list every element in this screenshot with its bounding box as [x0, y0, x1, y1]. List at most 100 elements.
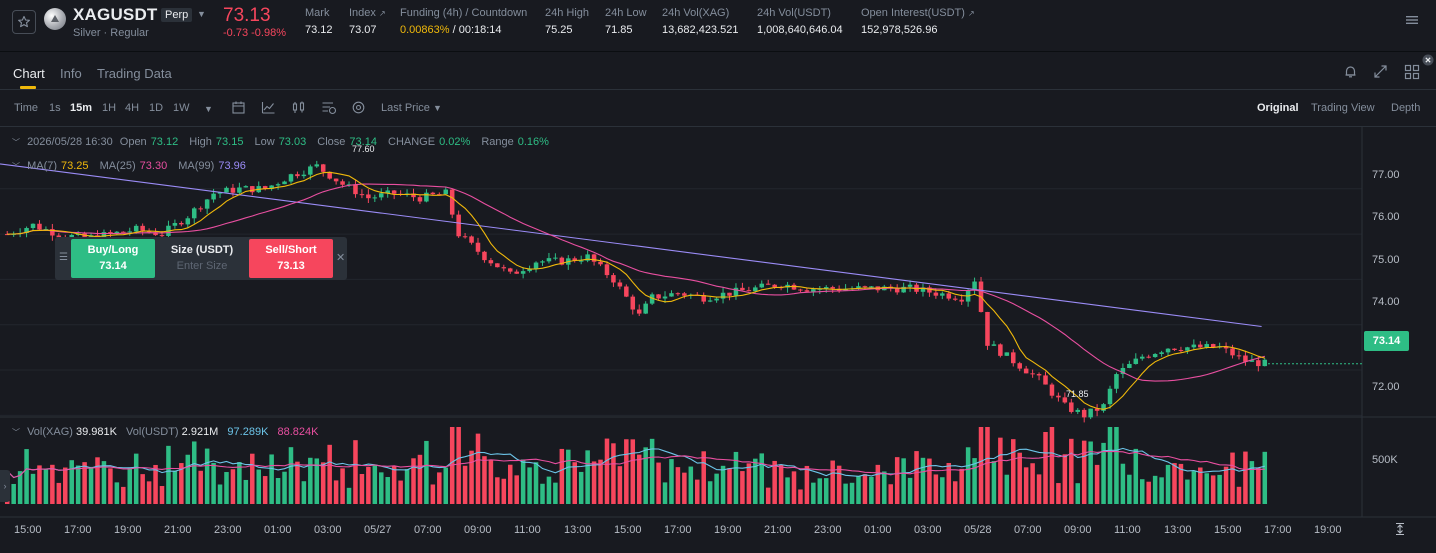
- candle-body: [140, 225, 145, 231]
- more-icon[interactable]: [1405, 13, 1419, 27]
- drag-handle-icon[interactable]: ☰: [59, 252, 68, 263]
- favorite-button[interactable]: [12, 10, 36, 34]
- volume-bar: [836, 465, 842, 504]
- candle-body: [449, 189, 455, 215]
- view-trading-view[interactable]: Trading View: [1311, 102, 1375, 114]
- interval-1h[interactable]: 1H: [102, 102, 117, 114]
- funding-label: Funding (4h) / Countdown: [400, 7, 528, 19]
- view-original[interactable]: Original: [1257, 102, 1299, 114]
- interval-1s[interactable]: 1s: [49, 102, 61, 114]
- collapse-chevron-icon[interactable]: ﹀: [12, 138, 20, 147]
- sell-short-button[interactable]: Sell/Short 73.13: [249, 239, 333, 278]
- candle-body: [217, 192, 223, 194]
- interval-1w[interactable]: 1W: [173, 102, 190, 114]
- candle-body: [952, 298, 958, 300]
- collapse-chevron-icon[interactable]: ﹀: [12, 162, 20, 171]
- buy-long-button[interactable]: Buy/Long 73.14: [71, 239, 155, 278]
- scroll-to-latest-icon[interactable]: [1393, 522, 1407, 536]
- x-tick-label: 13:00: [564, 524, 592, 536]
- size-input[interactable]: Size (USDT) Enter Size: [157, 239, 247, 278]
- ohlc-info: ﹀ 2026/05/28 16:30 Open 73.12 High 73.15 L…: [12, 136, 557, 148]
- tab-info[interactable]: Info: [60, 66, 82, 81]
- candle-body: [553, 257, 558, 259]
- symbol-dropdown-icon[interactable]: ▼: [197, 9, 206, 19]
- candle-body: [1127, 363, 1132, 368]
- ma-info: ﹀ MA(7) 73.25 MA(25) 73.30 MA(99) 73.96: [12, 160, 254, 172]
- stat-24h-low: 24h Low 71.85: [605, 7, 647, 36]
- stat-index[interactable]: Index ↗ 73.07: [349, 7, 386, 36]
- volume-bar: [121, 486, 126, 504]
- high-label: High: [189, 136, 212, 148]
- vol-usdt-value: 1,008,640,646.04: [757, 24, 843, 36]
- volume-bar: [720, 465, 726, 504]
- view-depth[interactable]: Depth: [1391, 102, 1421, 114]
- price-type-select[interactable]: Last Price ▼: [381, 102, 442, 114]
- interval-15m[interactable]: 15m: [70, 102, 93, 114]
- candle-body: [520, 271, 526, 274]
- vol-usdt-label: 24h Vol(USDT): [757, 7, 831, 19]
- line-chart-icon[interactable]: [261, 100, 276, 115]
- volume-bar: [385, 477, 390, 504]
- volume-bar: [159, 486, 165, 504]
- vol-xag-value: 13,682,423.521: [662, 24, 739, 36]
- y-tick-77: 77.00: [1372, 169, 1400, 181]
- chart-grid: [0, 127, 1436, 518]
- settings-icon[interactable]: [351, 100, 366, 115]
- expand-icon[interactable]: [1373, 64, 1388, 79]
- volume-bar: [482, 456, 487, 504]
- index-value: 73.07: [349, 24, 377, 36]
- candle-body: [379, 193, 384, 198]
- oi-label: Open Interest(USDT): [861, 7, 965, 19]
- volume-bar: [843, 483, 848, 504]
- volume-bar: [1056, 483, 1061, 504]
- stat-open-interest[interactable]: Open Interest(USDT) ↗ 152,978,526.96: [861, 7, 975, 36]
- bell-icon[interactable]: [1343, 64, 1358, 79]
- candle-body: [37, 223, 42, 230]
- y-tick-74: 74.00: [1372, 296, 1400, 308]
- price-chart[interactable]: ﹀ 2026/05/28 16:30 Open 73.12 High 73.15 L…: [0, 127, 1436, 553]
- volume-bar: [778, 464, 784, 504]
- interval-4h[interactable]: 4H: [125, 102, 140, 114]
- tab-trading-data[interactable]: Trading Data: [97, 66, 172, 81]
- candles-icon[interactable]: [291, 100, 306, 115]
- volume-bar: [449, 427, 455, 504]
- candle-body: [869, 286, 874, 288]
- interval-1d[interactable]: 1D: [149, 102, 164, 114]
- layout-grid-icon[interactable]: [1404, 64, 1420, 80]
- candle-body: [308, 166, 313, 175]
- chart-tabs: Chart Info Trading Data: [0, 51, 1436, 89]
- volume-bar: [630, 439, 636, 504]
- volume-bar: [520, 459, 526, 504]
- stat-24h-vol-usdt: 24h Vol(USDT) 1,008,640,646.04: [757, 7, 843, 36]
- volume-bar: [991, 461, 997, 504]
- x-tick-label: 15:00: [14, 524, 42, 536]
- interval-dropdown-icon[interactable]: ▼: [204, 104, 213, 114]
- close-panel-icon[interactable]: [1422, 54, 1434, 66]
- stat-24h-vol-xag: 24h Vol(XAG) 13,682,423.521: [662, 7, 738, 36]
- candle-body: [1139, 356, 1145, 359]
- candle-body: [456, 214, 461, 237]
- candle-body: [617, 282, 623, 287]
- close-icon[interactable]: ✕: [336, 252, 346, 264]
- candle-body: [1185, 347, 1190, 351]
- candle-body: [24, 228, 29, 233]
- tab-chart[interactable]: Chart: [13, 66, 45, 81]
- volume-bar: [243, 479, 249, 504]
- side-collapse-button[interactable]: ›: [0, 470, 10, 502]
- candle-body: [469, 236, 474, 243]
- volume-bar: [727, 468, 732, 504]
- candle-body: [1036, 374, 1042, 376]
- interval-time[interactable]: Time: [14, 102, 39, 114]
- candle-body: [514, 271, 519, 274]
- stat-mark: Mark 73.12: [305, 7, 333, 36]
- candle-body: [591, 254, 597, 262]
- ma25-value: 73.30: [139, 160, 168, 172]
- symbol-name[interactable]: XAGUSDT: [73, 5, 158, 24]
- candle-body: [295, 174, 300, 177]
- volume-bar: [624, 439, 629, 504]
- collapse-chevron-icon[interactable]: ﹀: [12, 428, 20, 437]
- candle-body: [901, 286, 906, 293]
- candle-body: [527, 268, 532, 272]
- calendar-icon[interactable]: [231, 100, 246, 115]
- indicators-icon[interactable]: [321, 100, 337, 115]
